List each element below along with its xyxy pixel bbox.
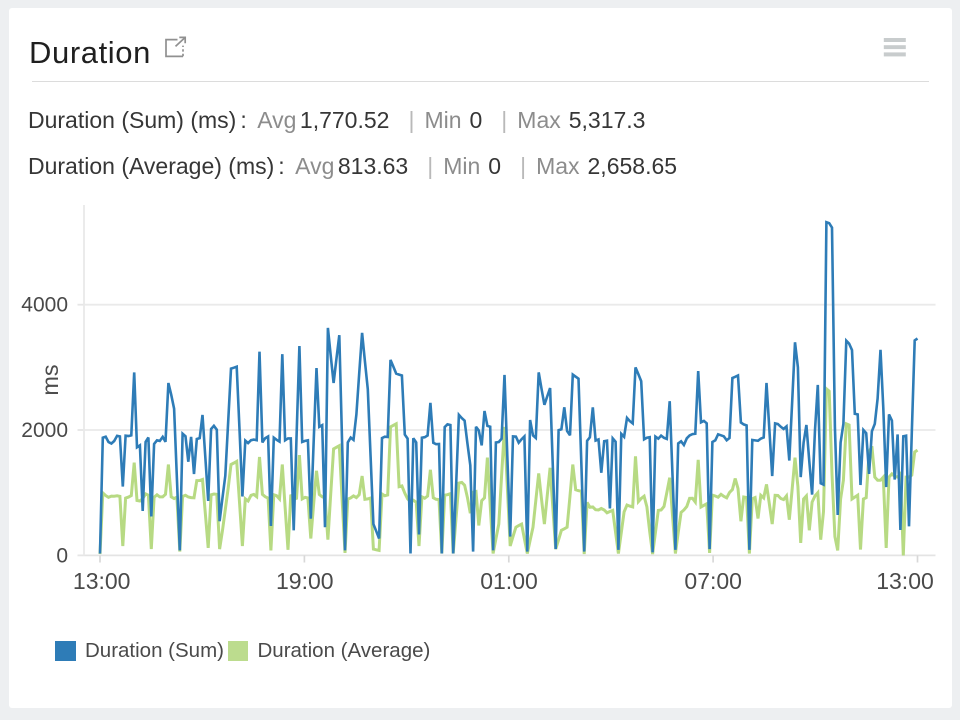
svg-text:13:00: 13:00 <box>73 568 131 594</box>
svg-text:19:00: 19:00 <box>276 568 334 594</box>
svg-text:07:00: 07:00 <box>684 568 742 594</box>
svg-text:01:00: 01:00 <box>480 568 538 594</box>
svg-text:0: 0 <box>56 544 68 567</box>
svg-text:4000: 4000 <box>21 294 68 317</box>
svg-text:ms: ms <box>37 364 63 395</box>
svg-text:2000: 2000 <box>21 419 68 442</box>
svg-text:13:00: 13:00 <box>876 568 934 594</box>
